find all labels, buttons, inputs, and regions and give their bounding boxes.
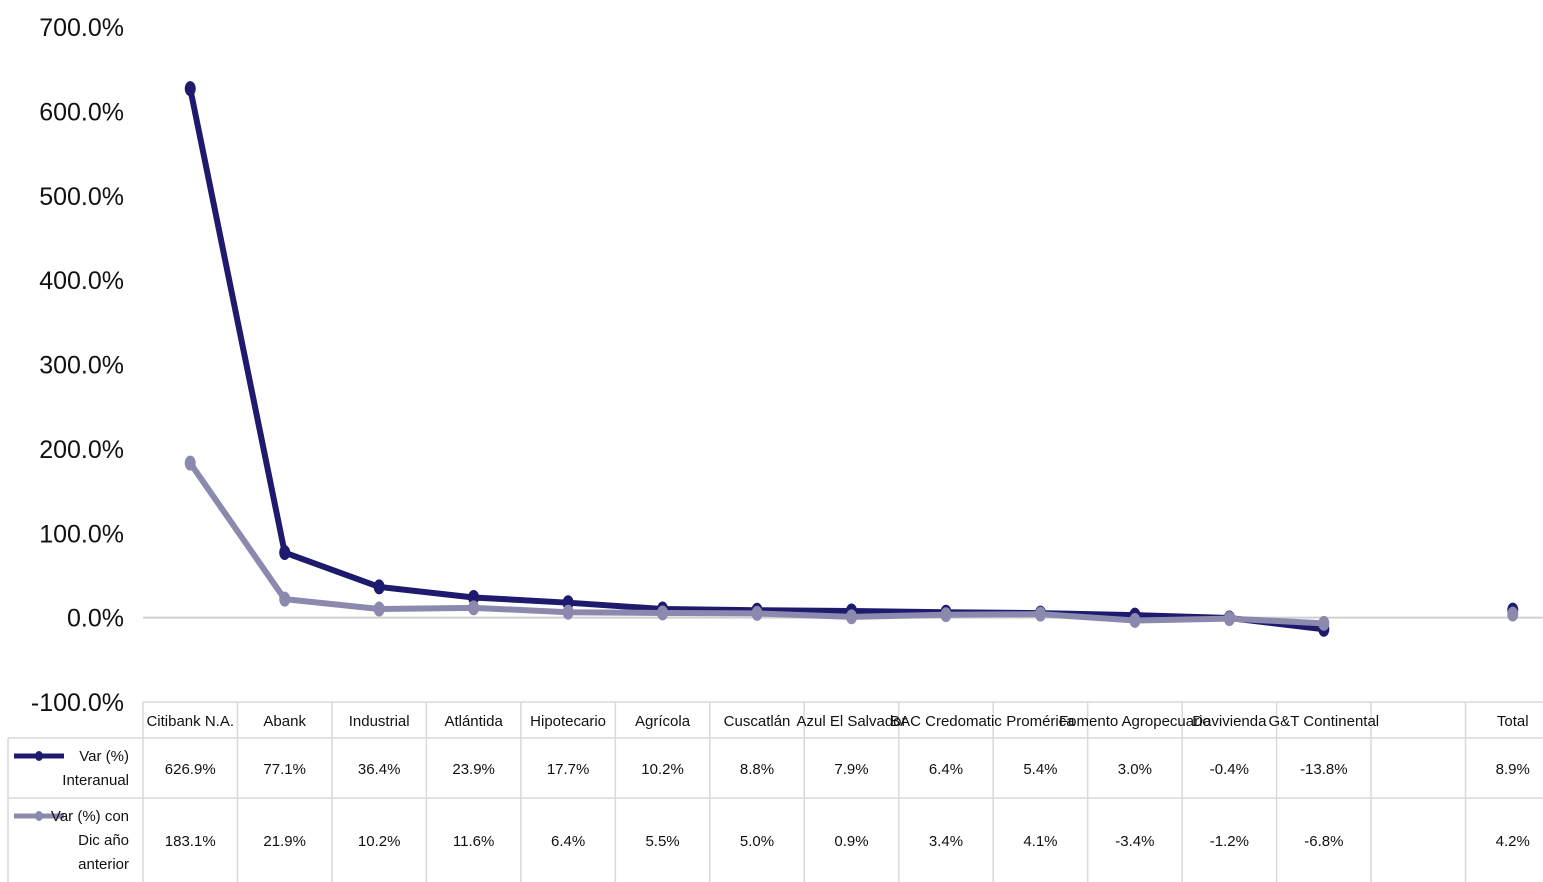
table-value-cell: -6.8% <box>1304 833 1343 850</box>
data-point-series-2 <box>657 605 669 621</box>
y-tick-label: 500.0% <box>39 183 124 211</box>
table-value-cell: -13.8% <box>1300 761 1348 778</box>
legend-label: Interanual <box>62 772 129 789</box>
category-label: G&T Continental <box>1269 713 1380 730</box>
y-tick-label: -100.0% <box>31 689 124 717</box>
data-point-series-2 <box>846 609 857 625</box>
data-point-series-2 <box>184 455 196 471</box>
table-value-cell: 7.9% <box>834 761 868 778</box>
category-label: Industrial <box>349 713 410 730</box>
legend-label: Var (%) con <box>51 808 129 825</box>
legend-label: Var (%) <box>79 748 129 765</box>
data-point-series-1 <box>279 545 291 561</box>
category-label: Agrícola <box>635 713 691 730</box>
table-value-cell: 17.7% <box>547 761 590 778</box>
data-point-series-2 <box>562 604 574 620</box>
table-value-cell: 8.9% <box>1496 761 1530 778</box>
data-point-series-2 <box>1507 606 1519 622</box>
data-point-series-2 <box>751 605 763 621</box>
data-point-series-2 <box>468 600 480 616</box>
data-table: Citibank N.A. Abank Industrial Atlántida Hip… <box>7 701 1543 882</box>
table-value-cell: 4.2% <box>1496 833 1530 850</box>
table-value-cell: 183.1% <box>165 833 216 850</box>
category-label: Hipotecario <box>530 713 606 730</box>
y-tick-label: 200.0% <box>39 436 124 464</box>
data-point-series-2 <box>1223 611 1235 627</box>
category-label: Total <box>1497 713 1529 730</box>
table-value-cell: 77.1% <box>263 761 306 778</box>
data-point-series-2 <box>1129 612 1141 628</box>
legend-swatch-marker <box>35 811 43 821</box>
table-value-cell: 21.9% <box>263 833 306 850</box>
table-value-cell: 626.9% <box>165 761 216 778</box>
data-point-series-2 <box>279 591 291 607</box>
data-point-series-1 <box>373 579 385 595</box>
data-point-series-2 <box>1034 606 1046 622</box>
table-value-cell: 8.8% <box>740 761 774 778</box>
y-tick-label: 300.0% <box>39 352 124 380</box>
y-tick-label: 100.0% <box>39 520 124 548</box>
table-value-cell: 3.4% <box>929 833 963 850</box>
category-label: Citibank N.A. <box>146 713 234 730</box>
y-tick-label: 400.0% <box>39 267 124 295</box>
table-value-cell: 4.1% <box>1023 833 1057 850</box>
category-label: Promérica <box>1006 713 1075 730</box>
table-value-cell: 6.4% <box>929 761 963 778</box>
y-tick-label: 600.0% <box>39 98 124 126</box>
table-value-cell: 3.0% <box>1118 761 1152 778</box>
y-tick-label: 700.0% <box>39 14 124 42</box>
category-label: Azul El Salvador <box>796 713 906 730</box>
category-label: Cuscatlán <box>724 713 791 730</box>
data-point-series-1 <box>184 81 196 97</box>
table-value-cell: 6.4% <box>551 833 585 850</box>
table-value-cell: 10.2% <box>358 833 401 850</box>
category-label: Fomento Agropecuario <box>1059 713 1211 730</box>
data-point-series-2 <box>1318 615 1330 631</box>
y-axis: 700.0% 600.0% 500.0% 400.0% 300.0% 200.0% 100.… <box>31 14 124 717</box>
series-line-2 <box>187 460 1327 627</box>
table-value-cell: 5.4% <box>1023 761 1057 778</box>
table-value-cell: -1.2% <box>1210 833 1249 850</box>
series-layer <box>184 81 1519 637</box>
category-label: Atlántida <box>444 713 503 730</box>
table-value-cell: -3.4% <box>1115 833 1154 850</box>
series-line-1 <box>187 85 1327 633</box>
table-value-cell: 5.5% <box>645 833 679 850</box>
category-label: Davivienda <box>1192 713 1267 730</box>
table-value-cell: 10.2% <box>641 761 684 778</box>
category-label: Abank <box>263 713 306 730</box>
table-value-cell: 36.4% <box>358 761 401 778</box>
table-value-cell: 5.0% <box>740 833 774 850</box>
legend-swatch-marker <box>35 751 43 761</box>
y-tick-label: 0.0% <box>67 605 124 633</box>
data-point-series-2 <box>373 601 385 617</box>
table-value-cell: -0.4% <box>1210 761 1249 778</box>
legend-label: anterior <box>78 856 129 873</box>
category-label: BAC Credomatic <box>890 713 1002 730</box>
data-point-series-2 <box>940 607 952 623</box>
data-point-series-1 <box>468 589 480 605</box>
table-value-cell: 23.9% <box>452 761 495 778</box>
table-value-cell: 0.9% <box>834 833 868 850</box>
legend-label: Dic año <box>78 832 129 849</box>
table-value-cell: 11.6% <box>453 833 494 850</box>
